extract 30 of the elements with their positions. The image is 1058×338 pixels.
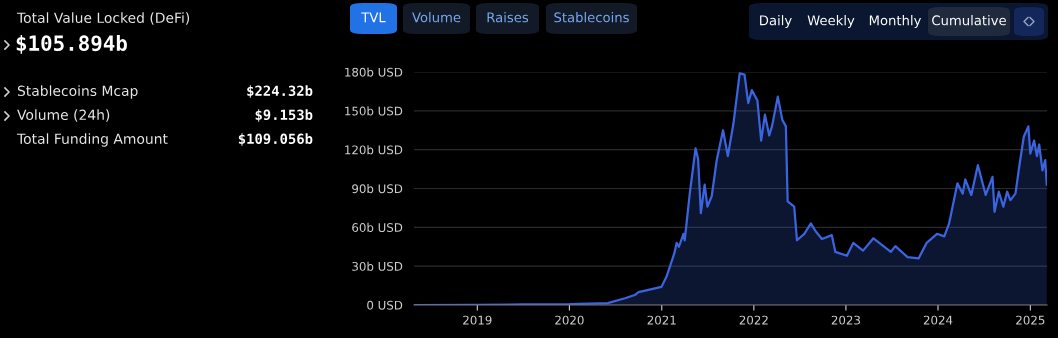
text: Cumulative [932, 15, 1006, 26]
x-tick-label: 2022 [739, 315, 768, 325]
text: $9.153b [255, 109, 313, 122]
x-tick-label: 2020 [555, 315, 584, 325]
text: $224.32b [247, 85, 313, 98]
y-tick-label: 60b USD [352, 222, 403, 232]
text: TVL [361, 12, 386, 23]
y-tick-label: 180b USD [345, 67, 403, 77]
text: $105.894b [16, 34, 127, 54]
x-tick-label: 2025 [1016, 315, 1045, 325]
text: Daily [760, 15, 792, 28]
text: Volume [412, 12, 461, 23]
text: Raises [487, 12, 529, 23]
x-tick-label: 2019 [463, 315, 492, 325]
y-tick-label: 30b USD [352, 261, 403, 271]
text: Stablecoins [554, 12, 629, 23]
text: Stablecoins Mcap [17, 85, 138, 99]
text: Monthly [869, 15, 922, 28]
text: Weekly [807, 15, 855, 28]
y-tick-label: 120b USD [345, 145, 403, 155]
y-tick-label: 90b USD [352, 184, 403, 194]
x-tick-label: 2021 [647, 315, 676, 325]
y-tick-label: 150b USD [345, 106, 403, 116]
text: $109.056b [238, 133, 313, 146]
y-tick-label: 0 USD [367, 300, 403, 310]
text: Total Value Locked (DeFi) [16, 12, 190, 25]
x-tick-label: 2023 [831, 315, 860, 325]
text: Volume (24h) [17, 109, 110, 122]
text: Total Funding Amount [16, 133, 168, 147]
x-tick-label: 2024 [923, 315, 953, 325]
